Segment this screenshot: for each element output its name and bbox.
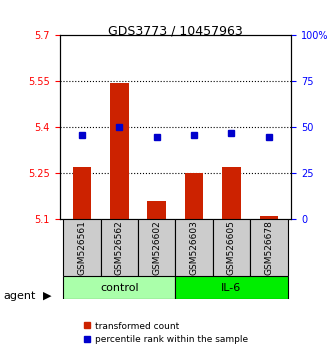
FancyBboxPatch shape [63,276,175,299]
Bar [222,167,241,219]
Text: ▶: ▶ [43,291,52,301]
Text: GSM526605: GSM526605 [227,220,236,275]
Bar [73,167,91,219]
Bar [110,83,129,219]
FancyBboxPatch shape [175,219,213,276]
Text: GSM526562: GSM526562 [115,221,124,275]
FancyBboxPatch shape [213,219,250,276]
Bar [185,173,204,219]
Text: agent: agent [3,291,36,301]
Text: control: control [100,282,139,293]
Text: GDS3773 / 10457963: GDS3773 / 10457963 [108,25,243,38]
Text: GSM526602: GSM526602 [152,221,161,275]
FancyBboxPatch shape [101,219,138,276]
FancyBboxPatch shape [250,219,288,276]
FancyBboxPatch shape [175,276,288,299]
Text: GSM526603: GSM526603 [190,220,199,275]
Text: GSM526561: GSM526561 [77,220,86,275]
Bar [260,216,278,219]
Text: GSM526678: GSM526678 [264,220,273,275]
Text: IL-6: IL-6 [221,282,242,293]
FancyBboxPatch shape [138,219,175,276]
Legend: transformed count, percentile rank within the sample: transformed count, percentile rank withi… [83,321,248,344]
FancyBboxPatch shape [63,219,101,276]
Bar [147,201,166,219]
